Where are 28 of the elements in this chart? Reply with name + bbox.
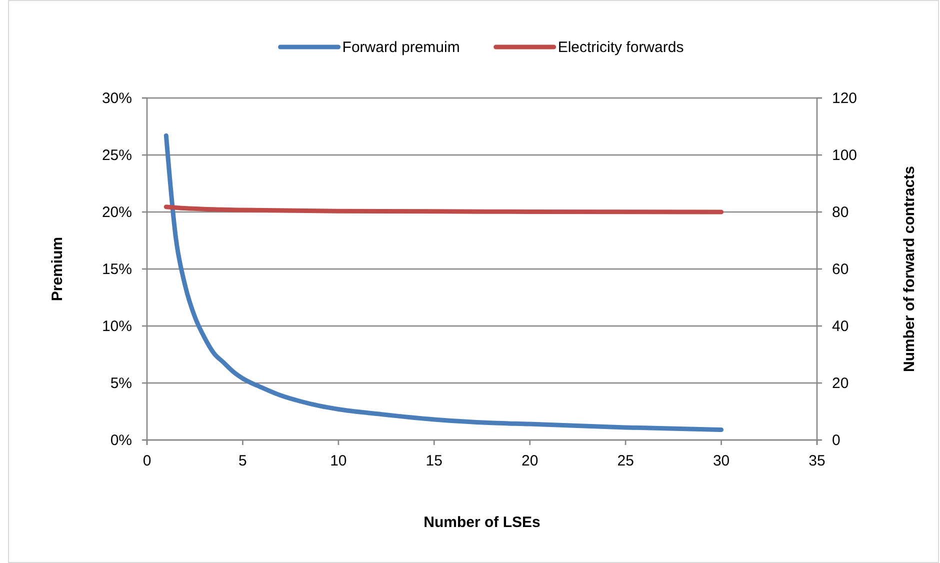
y-tick-label: 30% xyxy=(102,90,132,107)
x-axis-title: Number of LSEs xyxy=(424,514,540,531)
x-tick-label: 35 xyxy=(808,452,826,470)
x-tick-label: 20 xyxy=(522,452,538,470)
y2-tick-label: 0 xyxy=(832,432,840,449)
y2-tick-label: 120 xyxy=(832,90,858,107)
y2-tick-label: 60 xyxy=(832,260,849,278)
legend-label: Electricity forwards xyxy=(558,39,684,56)
y2-tick-label: 80 xyxy=(832,204,849,221)
line-series xyxy=(164,133,724,432)
y2-tick-label: 100 xyxy=(832,146,858,164)
y-tick-label: 0% xyxy=(110,432,132,449)
y-tick-label: 10% xyxy=(102,318,132,335)
y-tick-label: 15% xyxy=(102,260,132,278)
x-tick-label: 15 xyxy=(426,452,442,470)
y-tick-label: 20% xyxy=(102,204,132,221)
y-tick-label: 25% xyxy=(102,146,132,164)
x-tick-label: 10 xyxy=(330,452,347,470)
x-tick-label: 30 xyxy=(712,452,730,470)
y-tick-label: 5% xyxy=(110,374,132,392)
legend-label: Forward premuim xyxy=(342,39,460,56)
x-tick-label: 5 xyxy=(238,452,247,470)
y2-tick-label: 40 xyxy=(832,318,849,335)
y2-tick-label: 20 xyxy=(832,374,849,392)
y-axis-title: Premium xyxy=(49,236,66,302)
x-tick-label: 25 xyxy=(617,452,634,470)
x-tick-label: 0 xyxy=(142,452,152,470)
y2-axis-title: Number of forward contracts xyxy=(901,166,918,372)
